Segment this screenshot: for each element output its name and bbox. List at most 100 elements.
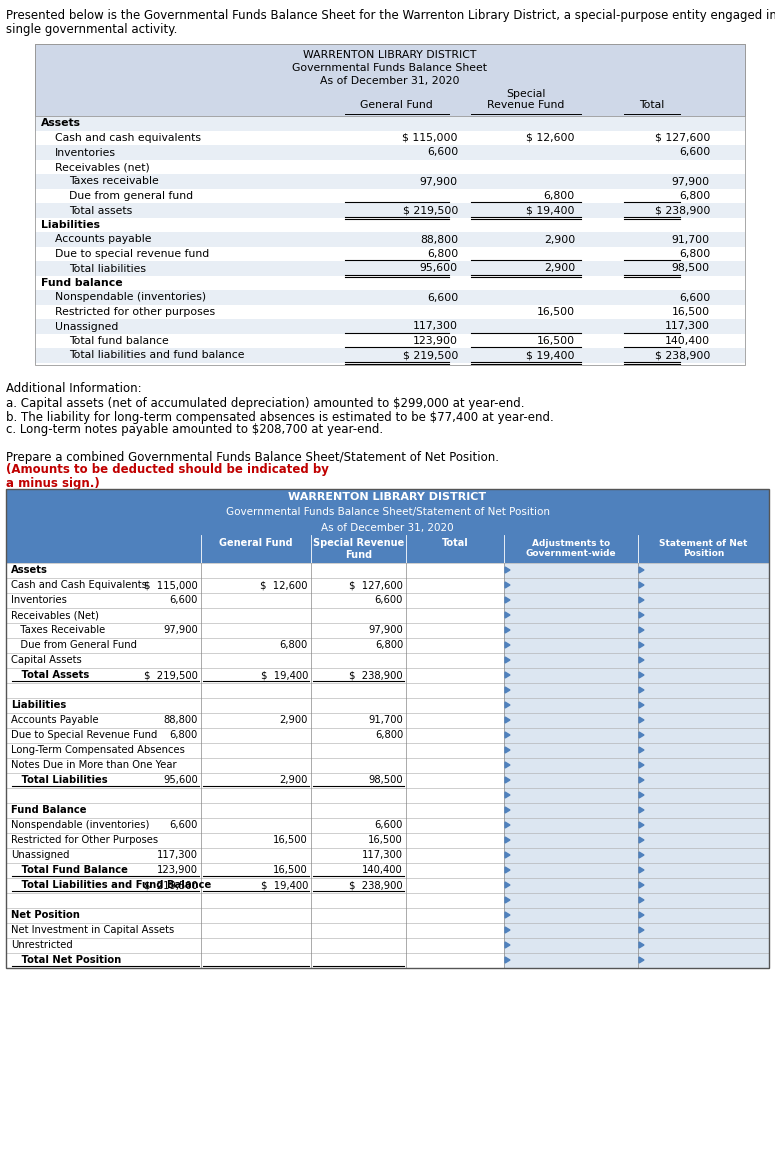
Text: Due from General Fund: Due from General Fund: [11, 640, 137, 650]
Polygon shape: [639, 732, 644, 738]
Text: 6,600: 6,600: [374, 595, 403, 605]
Polygon shape: [639, 777, 644, 783]
Bar: [35, 218, 745, 232]
Bar: [638, 713, 769, 728]
Text: Nonspendable (inventories): Nonspendable (inventories): [11, 821, 150, 830]
Text: Taxes Receivable: Taxes Receivable: [11, 625, 105, 635]
Bar: [504, 713, 638, 728]
Polygon shape: [505, 822, 510, 828]
Bar: [35, 334, 745, 348]
Polygon shape: [505, 792, 510, 799]
Bar: [638, 683, 769, 698]
Bar: [504, 923, 638, 938]
Text: WARRENTON LIBRARY DISTRICT: WARRENTON LIBRARY DISTRICT: [288, 491, 487, 502]
Polygon shape: [639, 957, 644, 963]
Bar: [638, 698, 769, 713]
Bar: [638, 743, 769, 758]
Bar: [504, 683, 638, 698]
Text: Assets: Assets: [11, 564, 48, 575]
Text: Restricted for Other Purposes: Restricted for Other Purposes: [11, 834, 158, 845]
Text: Nonspendable (inventories): Nonspendable (inventories): [55, 292, 206, 302]
Polygon shape: [505, 732, 510, 738]
Text: Due from general fund: Due from general fund: [69, 191, 193, 201]
Bar: [504, 698, 638, 713]
Polygon shape: [505, 942, 510, 948]
Text: $  115,000: $ 115,000: [144, 580, 198, 590]
Text: Total fund balance: Total fund balance: [69, 336, 169, 347]
Bar: [35, 44, 745, 116]
Text: 123,900: 123,900: [413, 336, 458, 347]
Polygon shape: [505, 627, 510, 633]
Text: Special Revenue
Fund: Special Revenue Fund: [313, 539, 404, 560]
Bar: [638, 862, 769, 877]
Bar: [504, 953, 638, 968]
Bar: [638, 622, 769, 637]
Text: $  238,900: $ 238,900: [350, 880, 403, 890]
Bar: [638, 653, 769, 668]
Text: 6,600: 6,600: [170, 595, 198, 605]
Text: 97,900: 97,900: [164, 625, 198, 635]
Text: Liabilities: Liabilities: [11, 700, 66, 710]
Text: Assets: Assets: [41, 118, 81, 129]
Polygon shape: [639, 612, 644, 618]
Text: 2,900: 2,900: [544, 263, 575, 274]
Text: c. Long-term notes payable amounted to $208,700 at year-end.: c. Long-term notes payable amounted to $…: [6, 423, 383, 437]
Bar: [504, 877, 638, 892]
Text: Receivables (net): Receivables (net): [55, 162, 150, 172]
Text: Total assets: Total assets: [69, 205, 133, 216]
Bar: [35, 247, 745, 261]
Polygon shape: [639, 687, 644, 693]
Text: Total: Total: [442, 539, 468, 548]
Text: 97,900: 97,900: [672, 176, 710, 187]
Text: 6,800: 6,800: [280, 640, 308, 650]
Bar: [504, 728, 638, 743]
Polygon shape: [639, 627, 644, 633]
Bar: [35, 189, 745, 203]
Bar: [35, 305, 745, 319]
Bar: [638, 953, 769, 968]
Bar: [504, 758, 638, 773]
Bar: [35, 131, 745, 145]
Text: $  19,400: $ 19,400: [260, 880, 308, 890]
Polygon shape: [639, 672, 644, 678]
Text: 6,600: 6,600: [427, 292, 458, 302]
Bar: [504, 802, 638, 817]
Polygon shape: [505, 642, 510, 648]
Text: 117,300: 117,300: [665, 321, 710, 331]
Text: 98,500: 98,500: [368, 775, 403, 785]
Text: Long-Term Compensated Absences: Long-Term Compensated Absences: [11, 745, 185, 755]
Bar: [504, 907, 638, 923]
Bar: [504, 817, 638, 832]
Polygon shape: [639, 822, 644, 828]
Bar: [638, 607, 769, 622]
Text: Net Position: Net Position: [11, 910, 80, 920]
Text: 6,600: 6,600: [679, 147, 710, 158]
Text: Inventories: Inventories: [11, 595, 67, 605]
Bar: [638, 637, 769, 653]
Text: General Fund: General Fund: [360, 100, 433, 110]
Text: Notes Due in More than One Year: Notes Due in More than One Year: [11, 760, 177, 770]
Bar: [504, 938, 638, 953]
Polygon shape: [505, 957, 510, 963]
Text: $  219,500: $ 219,500: [144, 670, 198, 680]
Text: Restricted for other purposes: Restricted for other purposes: [55, 307, 215, 318]
Text: 6,800: 6,800: [375, 640, 403, 650]
Text: Unrestricted: Unrestricted: [11, 940, 73, 950]
Polygon shape: [505, 912, 510, 918]
Text: Fund Balance: Fund Balance: [11, 806, 87, 815]
Polygon shape: [505, 748, 510, 753]
Text: b. The liability for long-term compensated absences is estimated to be $77,400 a: b. The liability for long-term compensat…: [6, 410, 554, 423]
Text: $ 19,400: $ 19,400: [526, 205, 575, 216]
Text: Due to Special Revenue Fund: Due to Special Revenue Fund: [11, 730, 157, 739]
Text: Receivables (Net): Receivables (Net): [11, 610, 99, 620]
Bar: [638, 577, 769, 592]
Bar: [35, 319, 745, 334]
Polygon shape: [639, 642, 644, 648]
Text: 6,600: 6,600: [427, 147, 458, 158]
Text: $  127,600: $ 127,600: [349, 580, 403, 590]
Bar: [638, 923, 769, 938]
Text: $ 238,900: $ 238,900: [655, 205, 710, 216]
Text: Adjustments to
Government-wide: Adjustments to Government-wide: [525, 539, 616, 557]
Polygon shape: [639, 852, 644, 858]
Polygon shape: [639, 882, 644, 888]
